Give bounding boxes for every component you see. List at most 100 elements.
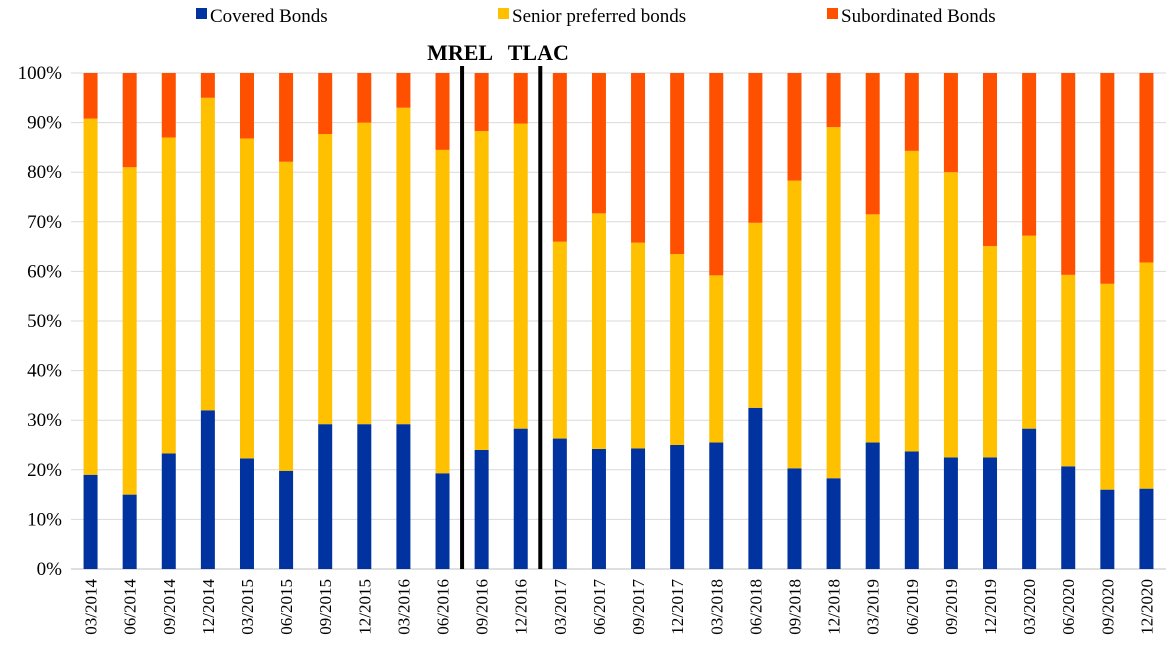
- bar-segment: [1061, 466, 1076, 569]
- x-tick-label: 12/2014: [199, 579, 218, 635]
- bar-segment: [1100, 73, 1115, 284]
- bar-segment: [161, 137, 176, 454]
- bar-segment: [1139, 262, 1154, 489]
- bar-segment: [435, 473, 450, 569]
- legend-swatch: [827, 8, 838, 19]
- bar-segment: [513, 428, 528, 569]
- bar-segment: [709, 275, 724, 443]
- bar-segment: [865, 73, 880, 215]
- bar-segment: [200, 73, 215, 98]
- bar-segment: [748, 222, 763, 408]
- bar-segment: [318, 134, 333, 425]
- bar-segment: [318, 424, 333, 569]
- bar-segment: [983, 457, 998, 569]
- y-tick-label: 30%: [27, 410, 62, 431]
- x-tick-label: 06/2017: [590, 579, 609, 635]
- bar-segment: [943, 172, 958, 458]
- legend-swatch: [196, 8, 207, 19]
- x-tick-label: 03/2019: [864, 579, 883, 635]
- bar-segment: [1022, 73, 1037, 236]
- bar-segment: [591, 73, 606, 214]
- bar-segment: [318, 73, 333, 135]
- legend-label: Senior preferred bonds: [512, 6, 686, 27]
- y-tick-label: 50%: [27, 311, 62, 332]
- bar-segment: [631, 73, 646, 243]
- bar-segment: [83, 73, 98, 119]
- y-tick-label: 20%: [27, 460, 62, 481]
- y-tick-label: 100%: [18, 63, 63, 84]
- y-tick-label: 10%: [27, 509, 62, 530]
- x-tick-label: 06/2019: [903, 579, 922, 635]
- x-tick-label: 03/2014: [82, 579, 101, 635]
- bar-segment: [279, 470, 294, 569]
- bar-segment: [787, 468, 802, 569]
- bars: [83, 73, 1154, 569]
- bar-segment: [239, 458, 254, 569]
- bar-segment: [474, 73, 489, 132]
- bar-segment: [357, 122, 372, 425]
- bar-segment: [396, 424, 411, 569]
- x-tick-label: 09/2014: [160, 579, 179, 635]
- x-tick-label: 06/2020: [1059, 579, 1078, 635]
- bar-segment: [396, 73, 411, 108]
- bar-segment: [1139, 488, 1154, 569]
- marker-label: TLAC: [508, 40, 569, 65]
- x-tick-label: 06/2016: [434, 579, 453, 635]
- bar-segment: [631, 242, 646, 449]
- bar-segment: [357, 73, 372, 123]
- bar-segment: [1022, 235, 1037, 429]
- x-tick-label: 12/2019: [981, 579, 1000, 635]
- bar-segment: [943, 457, 958, 569]
- bar-segment: [591, 448, 606, 569]
- bar-segment: [474, 131, 489, 450]
- bar-segment: [787, 180, 802, 469]
- bar-segment: [670, 73, 685, 255]
- bar-segment: [83, 118, 98, 475]
- bar-segment: [279, 73, 294, 162]
- x-tick-label: 03/2020: [1020, 579, 1039, 635]
- x-tick-label: 09/2015: [316, 579, 335, 635]
- bar-segment: [1061, 73, 1076, 275]
- bar-segment: [239, 73, 254, 139]
- x-tick-label: 12/2015: [355, 579, 374, 635]
- bar-segment: [826, 127, 841, 479]
- y-tick-label: 60%: [27, 261, 62, 282]
- bar-segment: [1100, 283, 1115, 490]
- x-tick-label: 12/2020: [1137, 579, 1156, 635]
- bar-segment: [904, 150, 919, 452]
- bar-segment: [122, 494, 137, 569]
- y-tick-label: 70%: [27, 212, 62, 233]
- bar-segment: [748, 73, 763, 223]
- x-tick-label: 03/2017: [551, 579, 570, 635]
- x-tick-label: 06/2018: [746, 579, 765, 635]
- bar-segment: [943, 73, 958, 173]
- bar-segment: [591, 213, 606, 449]
- y-tick-label: 40%: [27, 361, 62, 382]
- x-axis-ticks: 03/2014 06/2014 09/2014 12/2014 03/2015 06/20…: [82, 579, 1157, 635]
- x-tick-label: 06/2015: [277, 579, 296, 635]
- bar-segment: [709, 442, 724, 569]
- x-tick-label: 09/2020: [1098, 579, 1117, 635]
- x-tick-label: 03/2018: [707, 579, 726, 635]
- bar-segment: [552, 241, 567, 439]
- x-tick-label: 09/2018: [785, 579, 804, 635]
- legend-label: Covered Bonds: [210, 6, 328, 27]
- bar-segment: [1100, 489, 1115, 569]
- bar-segment: [161, 453, 176, 569]
- bar-segment: [83, 474, 98, 569]
- legend-label: Subordinated Bonds: [841, 6, 996, 27]
- gridlines: [71, 72, 1166, 570]
- bar-segment: [983, 73, 998, 247]
- x-tick-label: 09/2017: [629, 579, 648, 635]
- bar-segment: [474, 449, 489, 569]
- y-tick-label: 90%: [27, 113, 62, 134]
- bar-segment: [748, 407, 763, 569]
- bar-segment: [513, 123, 528, 429]
- y-tick-label: 0%: [37, 559, 63, 580]
- bar-segment: [865, 442, 880, 569]
- legend: Covered Bonds Senior preferred bonds Subor…: [196, 6, 996, 27]
- bar-segment: [1022, 428, 1037, 569]
- x-tick-label: 09/2019: [942, 579, 961, 635]
